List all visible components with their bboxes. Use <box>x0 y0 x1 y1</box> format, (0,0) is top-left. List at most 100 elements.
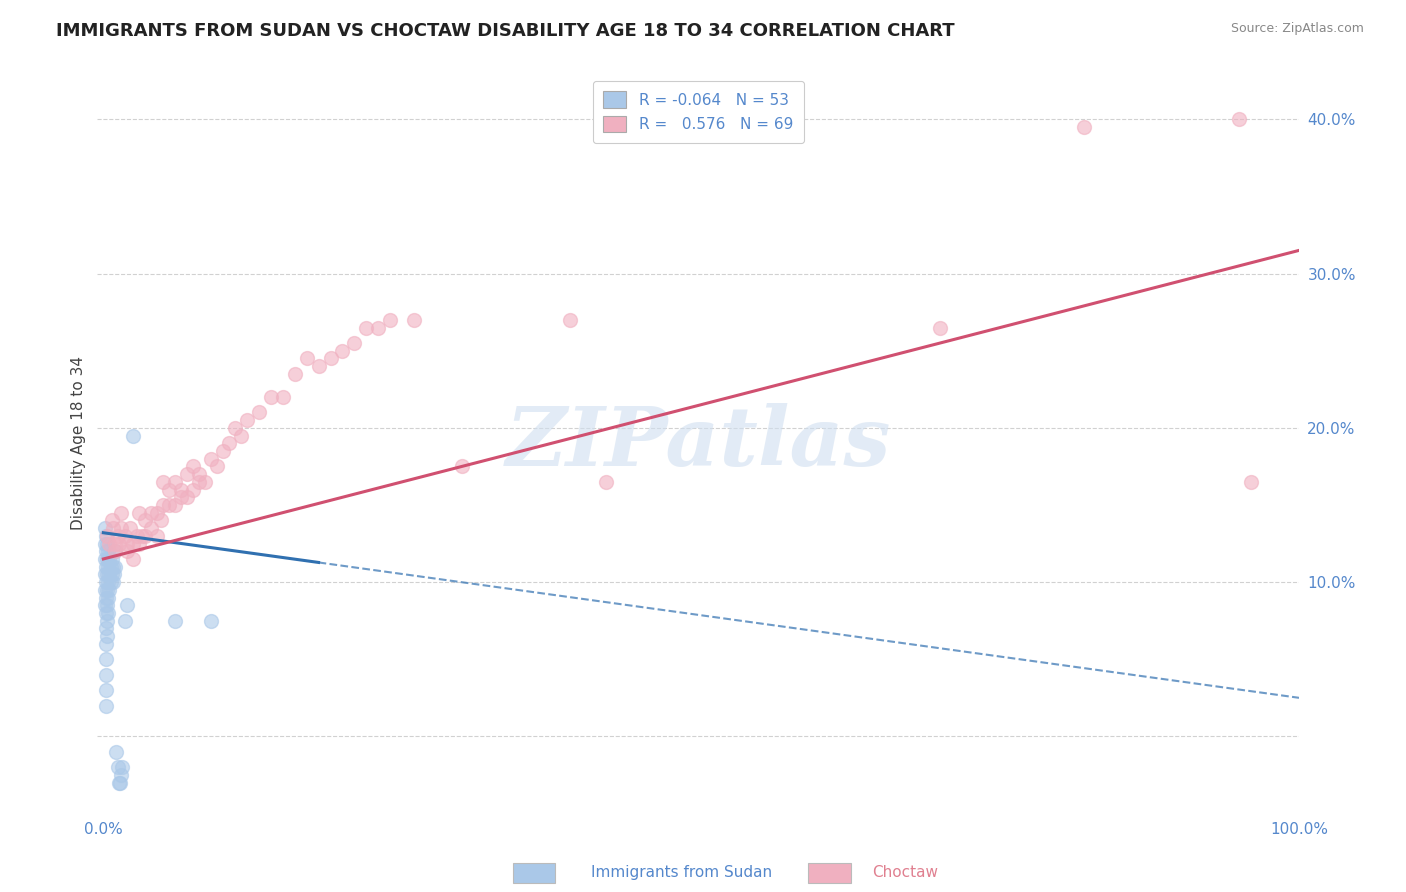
Point <box>100 513 122 527</box>
Point <box>94 591 117 605</box>
Point <box>271 390 294 404</box>
Point <box>94 606 117 620</box>
Point <box>100 575 122 590</box>
Point <box>101 559 124 574</box>
Point <box>94 575 117 590</box>
Point <box>176 467 198 482</box>
Point <box>141 521 163 535</box>
Point <box>98 567 121 582</box>
Point <box>152 475 174 489</box>
Point <box>170 490 193 504</box>
Point <box>96 536 118 550</box>
Point <box>94 683 117 698</box>
Point <box>96 582 118 597</box>
Point <box>128 506 150 520</box>
Point <box>122 552 145 566</box>
Point <box>101 521 124 535</box>
Point <box>122 428 145 442</box>
Point <box>451 459 474 474</box>
Point <box>295 351 318 366</box>
Point <box>176 490 198 504</box>
Point <box>94 652 117 666</box>
Legend: R = -0.064   N = 53, R =   0.576   N = 69: R = -0.064 N = 53, R = 0.576 N = 69 <box>593 80 804 143</box>
Point <box>98 552 121 566</box>
Point <box>152 498 174 512</box>
Point <box>117 536 139 550</box>
Point <box>96 614 118 628</box>
Point <box>108 775 131 789</box>
Point <box>218 436 240 450</box>
Point <box>114 529 136 543</box>
Point <box>595 475 617 489</box>
Point <box>97 575 120 590</box>
Text: Source: ZipAtlas.com: Source: ZipAtlas.com <box>1230 22 1364 36</box>
Point <box>188 475 211 489</box>
Point <box>141 506 163 520</box>
Point <box>118 521 141 535</box>
Point <box>1227 112 1250 127</box>
Text: IMMIGRANTS FROM SUDAN VS CHOCTAW DISABILITY AGE 18 TO 34 CORRELATION CHART: IMMIGRANTS FROM SUDAN VS CHOCTAW DISABIL… <box>56 22 955 40</box>
Point <box>170 483 193 497</box>
Point <box>93 567 115 582</box>
Point <box>96 552 118 566</box>
Point <box>107 760 129 774</box>
Point <box>200 451 222 466</box>
Point <box>157 498 180 512</box>
Point <box>108 775 131 789</box>
Point <box>100 552 122 566</box>
Point <box>165 475 187 489</box>
Point <box>128 536 150 550</box>
Point <box>165 614 187 628</box>
Point <box>200 614 222 628</box>
Point <box>94 621 117 635</box>
Point <box>380 313 402 327</box>
Point <box>1073 120 1095 134</box>
Point <box>131 529 153 543</box>
Point <box>94 544 117 558</box>
Point <box>97 559 120 574</box>
Point <box>93 552 115 566</box>
Point <box>117 599 139 613</box>
Point <box>98 536 121 550</box>
Point <box>104 559 127 574</box>
Text: ZIPatlas: ZIPatlas <box>505 403 891 483</box>
Point <box>93 536 115 550</box>
Point <box>181 459 204 474</box>
Point <box>94 559 117 574</box>
Point <box>122 536 145 550</box>
Point <box>94 667 117 681</box>
Point <box>308 359 330 373</box>
Point <box>94 529 117 543</box>
Point <box>96 599 118 613</box>
Point <box>236 413 259 427</box>
Point <box>929 320 952 334</box>
Point <box>319 351 342 366</box>
Point <box>96 629 118 643</box>
Point <box>188 467 211 482</box>
Point <box>104 544 127 558</box>
Point <box>96 529 118 543</box>
Point <box>229 428 252 442</box>
Point <box>97 606 120 620</box>
Point <box>247 405 270 419</box>
Y-axis label: Disability Age 18 to 34: Disability Age 18 to 34 <box>72 356 86 530</box>
Point <box>367 320 389 334</box>
Point <box>94 637 117 651</box>
Point <box>101 575 124 590</box>
Point <box>205 459 228 474</box>
Point <box>93 599 115 613</box>
Text: Choctaw: Choctaw <box>872 865 938 880</box>
Point <box>107 529 129 543</box>
Point <box>284 367 307 381</box>
Point <box>108 536 131 550</box>
Point <box>181 483 204 497</box>
Point <box>343 335 366 350</box>
Point <box>558 313 581 327</box>
Point <box>110 521 132 535</box>
Point <box>111 760 134 774</box>
Point <box>332 343 354 358</box>
Point <box>114 614 136 628</box>
Point <box>165 498 187 512</box>
Point <box>146 529 169 543</box>
Point <box>404 313 426 327</box>
